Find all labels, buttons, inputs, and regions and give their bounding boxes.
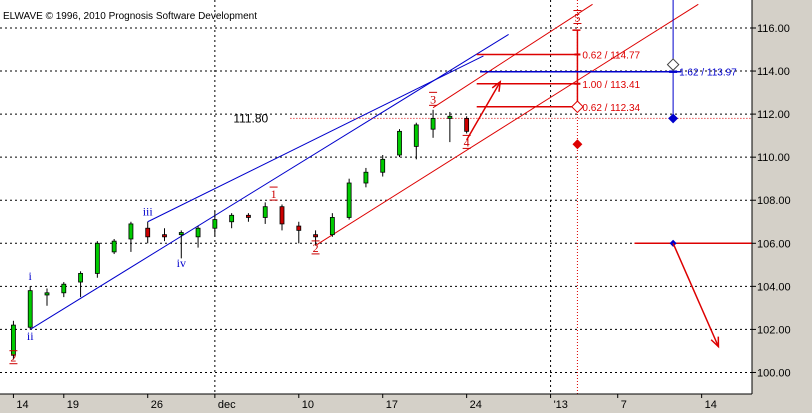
wave-label: 2 xyxy=(10,351,16,365)
candle-up xyxy=(61,283,67,294)
wave-label: 2 xyxy=(313,241,319,255)
y-tick-label: 114.00 xyxy=(757,66,790,78)
x-tick-label: 17 xyxy=(386,399,398,411)
candle-down xyxy=(145,227,151,238)
y-axis-ticks: 100.00 102.00 104.00 106.00 108.00 110.00 112.… xyxy=(752,23,791,379)
blue-open-diamond xyxy=(666,58,680,71)
blue-target-label: 1.62 / 113.97 xyxy=(679,68,737,79)
fib-target-label: 0.62 / 112.34 xyxy=(582,103,640,114)
candle-down xyxy=(296,225,302,231)
red-diamond xyxy=(572,139,583,150)
x-tick-label: 14 xyxy=(705,399,717,411)
y-tick-label: 102.00 xyxy=(757,324,791,336)
channel-line xyxy=(432,3,593,109)
red-arrow-line xyxy=(465,81,501,141)
wave-label: 3 xyxy=(430,92,436,106)
candle-up xyxy=(94,242,100,274)
candle-up xyxy=(262,206,268,218)
y-tick-label: 108.00 xyxy=(757,195,791,207)
x-tick-label: 7 xyxy=(621,399,627,411)
candle-up xyxy=(44,292,50,296)
fib-targets: 0.62 / 114.77 1.00 / 113.41 0.62 / 112.34 xyxy=(476,0,641,394)
wave-label: 4 xyxy=(464,135,470,149)
x-tick-label: 19 xyxy=(67,399,79,411)
wave-label: iv xyxy=(177,256,186,270)
candle-up xyxy=(363,171,369,184)
wave-label: 1 xyxy=(271,187,277,201)
fib-open-diamond xyxy=(571,100,584,114)
fib-target-label: 0.62 / 114.77 xyxy=(582,50,640,61)
candle-up xyxy=(178,232,184,236)
wave-label: i xyxy=(29,269,33,283)
candle-down xyxy=(162,234,167,238)
candle-up xyxy=(413,124,419,147)
red-arrow-head xyxy=(710,336,720,349)
y-tick-label: 112.00 xyxy=(757,109,790,121)
trend-channels xyxy=(29,3,699,330)
candle-up xyxy=(380,158,386,173)
candle-up xyxy=(27,290,33,328)
y-tick-label: 110.00 xyxy=(757,152,790,164)
wave-label: iii xyxy=(143,204,154,218)
x-tick-label: dec xyxy=(218,399,236,411)
candle-down xyxy=(464,118,470,132)
candles xyxy=(11,109,470,360)
candle-up xyxy=(195,227,201,238)
candle-up xyxy=(11,324,16,356)
x-tick-label: '13 xyxy=(554,399,568,411)
x-tick-label: 24 xyxy=(470,399,482,411)
x-tick-label: 26 xyxy=(151,399,163,411)
candle-up xyxy=(212,219,218,229)
projections: 1.62 / 113.97 xyxy=(465,0,752,349)
x-tick-label: 10 xyxy=(302,399,314,411)
x-tick-label: 14 xyxy=(16,399,28,411)
candle-down xyxy=(246,214,251,218)
fib-target-label: 1.00 / 113.41 xyxy=(582,80,640,91)
candle-up xyxy=(78,273,83,283)
month-separators xyxy=(214,0,552,394)
channel-line xyxy=(315,3,699,246)
y-tick-label: 106.00 xyxy=(757,238,791,250)
channel-line xyxy=(29,34,509,330)
y-tick-label: 104.00 xyxy=(757,281,791,293)
y-tick-label: 100.00 xyxy=(757,367,791,379)
last-price-label: 111.80 xyxy=(233,111,268,125)
red-arrow-line xyxy=(672,242,720,347)
wave-label: 5 xyxy=(574,11,580,25)
channel-line xyxy=(147,55,484,223)
candle-up xyxy=(430,118,436,130)
wave-label: ii xyxy=(27,329,34,343)
copyright-text: ELWAVE © 1996, 2010 Prognosis Software D… xyxy=(3,11,257,22)
candle-down xyxy=(313,234,318,238)
x-axis-panel xyxy=(0,394,812,413)
candle-up xyxy=(329,217,335,236)
x-axis-ticks: 14 19 26 dec 10 17 24 '13 7 14 xyxy=(12,394,717,411)
grid-lines xyxy=(0,27,752,373)
candle-up xyxy=(447,115,453,119)
candle-up xyxy=(111,240,117,253)
candle-up xyxy=(128,223,134,240)
candle-up xyxy=(397,130,402,156)
candle-down xyxy=(279,206,285,225)
y-axis-panel xyxy=(752,0,812,394)
y-tick-label: 116.00 xyxy=(757,23,790,35)
candle-up xyxy=(229,214,235,223)
red-arrow-head xyxy=(491,80,502,92)
candle-up xyxy=(346,182,352,218)
blue-diamond xyxy=(668,113,679,124)
plot-area xyxy=(0,0,752,394)
